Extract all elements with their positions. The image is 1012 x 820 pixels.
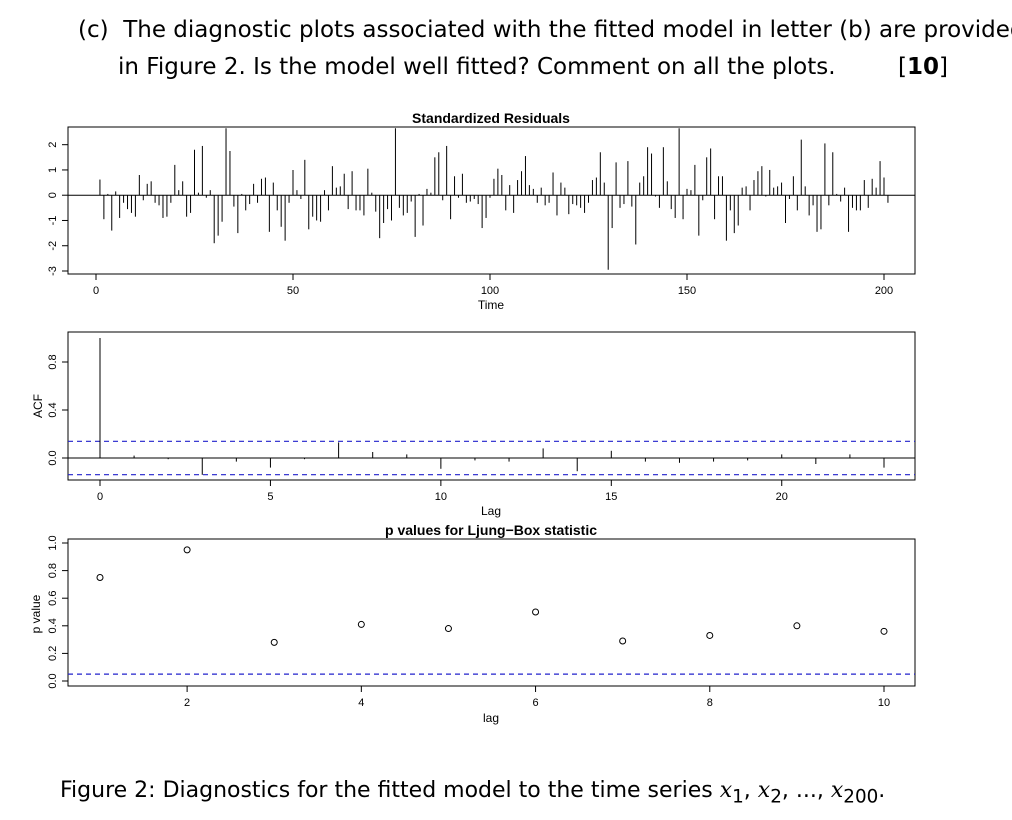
acf-x-tick-label: 15 <box>605 491 617 503</box>
question-label: (c) <box>78 17 109 43</box>
residuals-axes: 0 50 100 150 200 -3 -2 -1 0 1 2 <box>47 142 893 297</box>
caption-sub-2: 2 <box>770 786 782 808</box>
question-line-2-text: in Figure 2. Is the model well fitted? C… <box>118 54 836 80</box>
residuals-x-tick-label: 150 <box>678 285 696 297</box>
acf-x-tick-label: 20 <box>776 491 788 503</box>
residuals-y-tick-label: 0 <box>47 192 59 198</box>
marks-value: 10 <box>907 54 940 80</box>
question-line-2: in Figure 2. Is the model well fitted? C… <box>78 49 968 86</box>
ljung-box-point <box>793 622 801 630</box>
acf-x-tick-label: 0 <box>97 491 103 503</box>
ljung-box-point <box>532 608 540 616</box>
residuals-frame <box>67 126 916 275</box>
ljung-box-y-tick-label: 0.4 <box>47 618 59 633</box>
ljung-box-x-tick-label: 10 <box>878 697 890 709</box>
residuals-y-tick-label: 2 <box>47 142 59 148</box>
ljung-box-x-tick-label: 8 <box>707 697 713 709</box>
caption-var-1: x <box>719 778 733 803</box>
acf-x-tick-label: 5 <box>267 491 273 503</box>
acf-y-tick-label: 0.8 <box>47 354 59 369</box>
ljung-box-frame <box>67 538 916 687</box>
ljung-box-title: p values for Ljung−Box statistic <box>385 522 597 538</box>
ljung-box-x-tick-label: 6 <box>532 697 538 709</box>
acf-panel: 0 5 10 15 20 0.0 0.4 0.8 Lag ACF <box>31 331 916 518</box>
residuals-x-tick-label: 0 <box>93 285 99 297</box>
ljung-box-points <box>68 546 915 675</box>
ljung-box-point <box>183 546 191 554</box>
acf-bars <box>68 338 915 476</box>
caption-dots: ... <box>795 778 817 803</box>
ljung-box-point <box>706 631 714 639</box>
acf-x-tick-label: 10 <box>435 491 447 503</box>
residuals-xlabel: Time <box>478 298 505 312</box>
ljung-box-point <box>619 637 627 645</box>
question-marks: [10] <box>898 49 948 86</box>
residuals-y-tick-label: -1 <box>47 216 59 226</box>
caption-prefix: Figure 2: Diagnostics for the fitted mod… <box>60 778 720 803</box>
acf-y-tick-label: 0.0 <box>47 450 59 465</box>
residuals-bars <box>68 128 915 270</box>
residuals-y-tick-label: -2 <box>47 241 59 251</box>
question-line-1: (c) The diagnostic plots associated with… <box>78 12 1012 49</box>
ljung-box-xlabel: lag <box>483 711 499 725</box>
residuals-y-tick-label: -3 <box>47 266 59 276</box>
ljung-box-axes: 2 4 6 8 10 0.0 0.2 0.4 0.6 0.8 1.0 <box>47 535 890 709</box>
ljung-box-point <box>96 574 104 581</box>
figure-caption: Figure 2: Diagnostics for the fitted mod… <box>60 778 886 808</box>
caption-var-last: x <box>830 778 844 803</box>
caption-sub-1: 1 <box>732 786 744 808</box>
marks-open-bracket: [ <box>898 54 907 80</box>
residuals-x-tick-label: 50 <box>287 285 299 297</box>
caption-sub-last: 200 <box>843 786 879 808</box>
ljung-box-ylabel: p value <box>29 594 43 633</box>
residuals-x-tick-label: 100 <box>481 285 499 297</box>
ljung-box-panel: p values for Ljung−Box statistic 2 4 6 8 10 0… <box>29 522 916 725</box>
acf-ylabel: ACF <box>31 394 45 418</box>
residuals-y-tick-label: 1 <box>47 167 59 173</box>
acf-y-tick-label: 0.4 <box>47 402 59 417</box>
caption-var-2: x <box>757 778 771 803</box>
ljung-box-point <box>270 638 278 646</box>
acf-axes: 0 5 10 15 20 0.0 0.4 0.8 <box>47 354 788 503</box>
caption-end: . <box>878 778 886 803</box>
question-text: (c) The diagnostic plots associated with… <box>78 12 1012 86</box>
ljung-box-point <box>880 627 888 635</box>
ljung-box-x-tick-label: 4 <box>358 697 364 709</box>
ljung-box-point <box>357 620 365 628</box>
ljung-box-y-tick-label: 0.8 <box>47 563 59 578</box>
diagnostic-figure: Standardized Residuals 0 50 100 150 200-3-2-… <box>29 110 916 725</box>
residuals-title: Standardized Residuals <box>412 110 570 126</box>
question-line-1-text: The diagnostic plots associated with the… <box>123 17 1012 43</box>
acf-xlabel: Lag <box>481 504 501 518</box>
ljung-box-y-tick-label: 1.0 <box>47 535 59 550</box>
ljung-box-y-tick-label: 0.2 <box>47 646 59 661</box>
marks-close-bracket: ] <box>939 54 948 80</box>
ljung-box-x-tick-label: 2 <box>184 697 190 709</box>
residuals-panel: Standardized Residuals 0 50 100 150 200 -3 -2 -… <box>47 110 916 312</box>
acf-frame <box>67 331 916 481</box>
residuals-x-tick-label: 200 <box>875 285 893 297</box>
ljung-box-y-tick-label: 0.6 <box>47 591 59 606</box>
ljung-box-point <box>444 625 452 633</box>
ljung-box-y-tick-label: 0.0 <box>47 673 59 688</box>
